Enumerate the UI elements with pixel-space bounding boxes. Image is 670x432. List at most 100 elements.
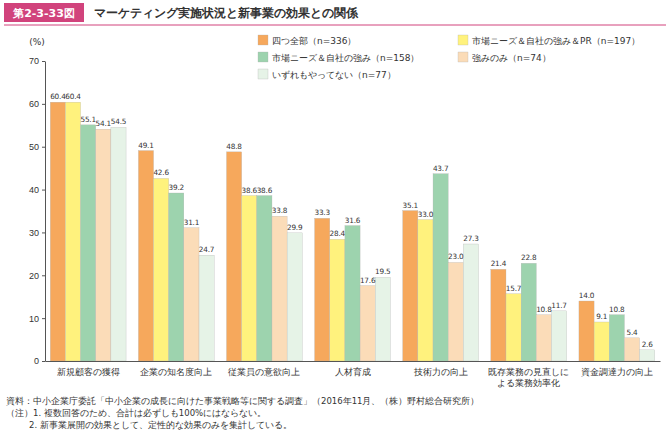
y-tick-mark bbox=[42, 232, 45, 233]
y-tick: 0 bbox=[34, 356, 45, 366]
bar bbox=[169, 193, 184, 361]
bar bbox=[65, 102, 80, 361]
y-tick-mark bbox=[42, 147, 45, 148]
x-tick: 企業の知名度向上 bbox=[140, 367, 212, 377]
bar bbox=[448, 262, 463, 361]
bar bbox=[640, 350, 655, 361]
legend-item: いずれもやってない（n=77） bbox=[258, 69, 396, 80]
bar bbox=[242, 196, 257, 361]
data-label: 10.8 bbox=[536, 305, 552, 314]
x-tick-label: 人材育成 bbox=[335, 367, 371, 377]
data-label: 42.6 bbox=[153, 168, 169, 177]
y-tick: 50 bbox=[29, 142, 45, 152]
legend-swatch bbox=[458, 52, 468, 62]
data-label: 49.1 bbox=[138, 141, 153, 150]
y-tick: 10 bbox=[29, 314, 45, 324]
title-rule bbox=[4, 25, 666, 26]
x-tick-label: 従業員の意欲向上 bbox=[228, 367, 300, 377]
data-label: 15.7 bbox=[506, 284, 522, 293]
note: 資料：中小企業庁委託「中小企業の成長に向けた事業戦略等に関する調査」（2016年… bbox=[6, 396, 479, 406]
notes: 資料：中小企業庁委託「中小企業の成長に向けた事業戦略等に関する調査」（2016年… bbox=[6, 396, 479, 430]
bar bbox=[418, 220, 433, 361]
bar bbox=[521, 263, 536, 361]
data-label: 54.5 bbox=[111, 117, 126, 126]
x-tick: 従業員の意欲向上 bbox=[228, 367, 300, 377]
data-label: 9.1 bbox=[596, 312, 607, 321]
y-tick-label: 20 bbox=[29, 271, 39, 281]
bar bbox=[506, 294, 521, 361]
plot: 60.449.148.833.335.121.414.060.442.638.6… bbox=[29, 37, 661, 388]
x-tick: 既存業務の見直しによる業務効率化 bbox=[488, 367, 569, 388]
y-tick-mark bbox=[42, 61, 45, 62]
y-axis: 0 10 20 30 40 50 60 70 bbox=[29, 56, 46, 366]
bar bbox=[287, 233, 302, 361]
bar bbox=[403, 211, 418, 361]
x-axis: 新規顧客の獲得 企業の知名度向上 従業員の意欲向上 人材育成 技術力の向上 既存業務の見直… bbox=[46, 362, 661, 389]
data-label: 39.2 bbox=[169, 183, 184, 192]
data-label: 24.7 bbox=[199, 245, 215, 254]
x-tick-label: 企業の知名度向上 bbox=[140, 367, 212, 377]
x-tick-label-line: よる業務効率化 bbox=[497, 378, 560, 388]
legend-item: 市場ニーズ＆自社の強み（n=158） bbox=[258, 52, 419, 63]
note: 2. 新事業展開の効果として、定性的な効果のみを集計している。 bbox=[29, 420, 292, 430]
y-tick-label: 30 bbox=[29, 228, 39, 238]
y-tick-label: 10 bbox=[29, 314, 39, 324]
bar bbox=[609, 315, 624, 361]
bars bbox=[50, 102, 654, 361]
data-label: 19.5 bbox=[375, 267, 390, 276]
y-tick: 40 bbox=[29, 185, 45, 195]
legend-label: 市場ニーズ＆自社の強み＆PR（n=197） bbox=[472, 36, 640, 46]
data-label: 21.4 bbox=[491, 259, 507, 268]
legend-item: 強みのみ（n=74） bbox=[458, 52, 551, 63]
bar bbox=[551, 311, 566, 361]
legend-item: 四つ全部（n=336） bbox=[258, 35, 356, 46]
data-label: 33.8 bbox=[272, 206, 288, 215]
x-tick: 人材育成 bbox=[335, 367, 371, 377]
data-label: 38.6 bbox=[257, 186, 273, 195]
bar bbox=[154, 178, 169, 361]
data-label: 23.0 bbox=[448, 252, 464, 261]
data-label: 5.4 bbox=[626, 328, 638, 337]
bar bbox=[315, 218, 330, 361]
x-tick-label: 資金調達力の向上 bbox=[581, 367, 653, 377]
bar bbox=[272, 216, 287, 361]
y-axis-line bbox=[45, 62, 46, 362]
y-axis-label: (%) bbox=[29, 37, 45, 47]
bar bbox=[138, 151, 153, 361]
legend-label: 四つ全部（n=336） bbox=[272, 36, 356, 46]
y-tick-mark bbox=[42, 190, 45, 191]
legend-swatch bbox=[458, 35, 468, 45]
y-tick-mark bbox=[42, 104, 45, 105]
figure-label: 第2-3-33図 bbox=[12, 7, 75, 20]
bar bbox=[330, 239, 345, 361]
y-tick-mark bbox=[42, 275, 45, 276]
x-axis-line bbox=[46, 361, 661, 362]
y-tick-mark bbox=[42, 361, 45, 362]
figure-badge bbox=[4, 3, 84, 22]
legend-swatch bbox=[258, 35, 268, 45]
data-label: 54.1 bbox=[96, 119, 111, 128]
data-label: 28.4 bbox=[330, 229, 346, 238]
x-tick-label-line: 既存業務の見直しに bbox=[488, 367, 569, 377]
bar bbox=[227, 152, 242, 361]
y-tick-label: 0 bbox=[34, 356, 39, 366]
bar bbox=[96, 129, 111, 361]
bar bbox=[594, 322, 609, 361]
bar bbox=[184, 228, 199, 361]
y-tick-label: 60 bbox=[29, 99, 39, 109]
data-label: 22.8 bbox=[521, 253, 537, 262]
y-tick-label: 50 bbox=[29, 142, 39, 152]
data-label: 55.1 bbox=[80, 115, 95, 124]
y-tick: 70 bbox=[29, 56, 45, 66]
data-label: 35.1 bbox=[403, 201, 418, 210]
bar bbox=[50, 102, 65, 361]
x-tick: 技術力の向上 bbox=[413, 367, 468, 377]
bar bbox=[345, 226, 360, 361]
y-tick-label: 70 bbox=[29, 56, 39, 66]
data-label: 60.4 bbox=[50, 92, 66, 101]
bar bbox=[433, 174, 448, 361]
x-tick-label: 新規顧客の獲得 bbox=[57, 367, 120, 377]
bar bbox=[375, 277, 390, 361]
data-label: 60.4 bbox=[65, 92, 81, 101]
data-label: 33.0 bbox=[418, 210, 434, 219]
